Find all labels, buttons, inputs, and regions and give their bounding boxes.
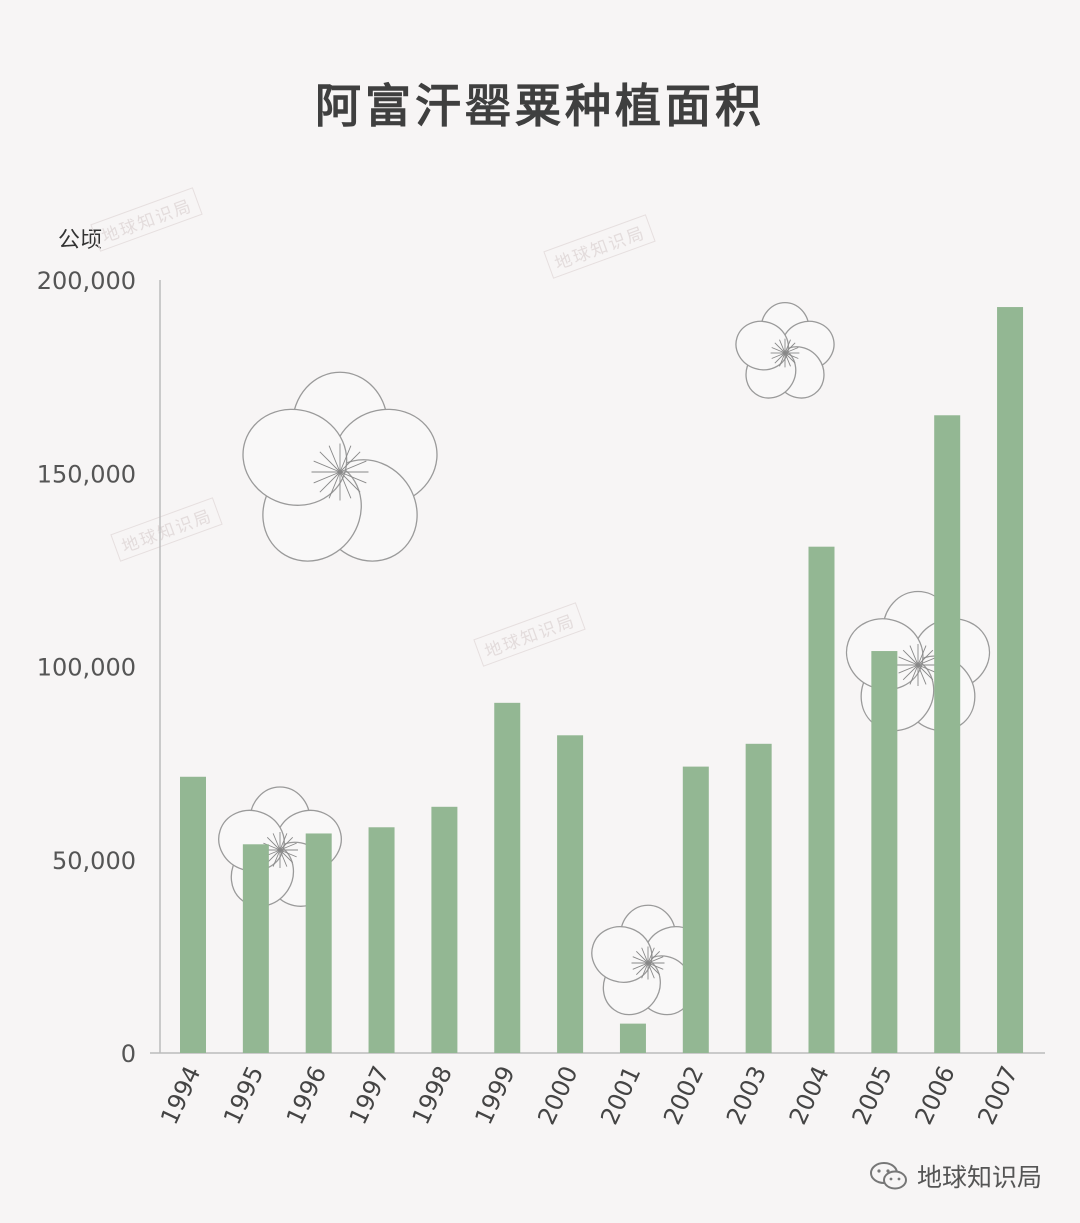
bar-1997 — [368, 827, 395, 1053]
y-tick-label: 150,000 — [37, 460, 136, 488]
x-tick-label: 2003 — [721, 1062, 772, 1129]
bar-2002 — [682, 766, 709, 1053]
bar-1998 — [431, 806, 458, 1053]
bar-2000 — [557, 735, 584, 1053]
bar-2003 — [745, 743, 772, 1053]
footer-label: 地球知识局 — [916, 1163, 1042, 1192]
poppy-flower-decoration — [242, 371, 438, 562]
chart-title: 阿富汗罂粟种植面积 — [315, 79, 765, 133]
bar-2004 — [808, 546, 835, 1053]
x-tick-label: 2007 — [972, 1062, 1023, 1129]
wechat-icon — [869, 1162, 907, 1190]
bar-2005 — [871, 651, 898, 1053]
y-tick-label: 100,000 — [37, 654, 136, 682]
bar-1995 — [242, 844, 269, 1053]
poppy-flower-decoration — [735, 301, 835, 399]
x-tick-label: 1997 — [344, 1062, 395, 1129]
bar-2006 — [934, 415, 961, 1053]
footer: 地球知识局 — [869, 1158, 1042, 1194]
x-tick-label: 1996 — [281, 1062, 332, 1129]
x-tick-label: 1999 — [469, 1062, 520, 1129]
x-tick-label: 1995 — [218, 1062, 269, 1129]
bar-2001 — [619, 1023, 646, 1053]
x-tick-label: 1998 — [407, 1062, 458, 1129]
y-tick-label: 0 — [121, 1040, 136, 1068]
bar-1996 — [305, 833, 332, 1053]
y-tick-label: 50,000 — [52, 847, 136, 875]
poppy-flower-decoration — [845, 590, 991, 732]
x-tick-label: 2002 — [658, 1062, 709, 1129]
y-tick-label: 200,000 — [37, 267, 136, 295]
x-tick-label: 2004 — [784, 1062, 835, 1129]
bar-1994 — [180, 776, 206, 1053]
x-tick-label: 2005 — [847, 1062, 898, 1129]
y-axis-unit: 公顷 — [58, 228, 103, 253]
x-tick-label: 2001 — [595, 1062, 646, 1129]
x-tick-label: 2006 — [909, 1062, 960, 1129]
bar-1999 — [494, 702, 521, 1053]
x-tick-label: 2000 — [532, 1062, 583, 1129]
x-tick-label: 1994 — [155, 1062, 206, 1129]
bar-2007 — [997, 307, 1024, 1053]
